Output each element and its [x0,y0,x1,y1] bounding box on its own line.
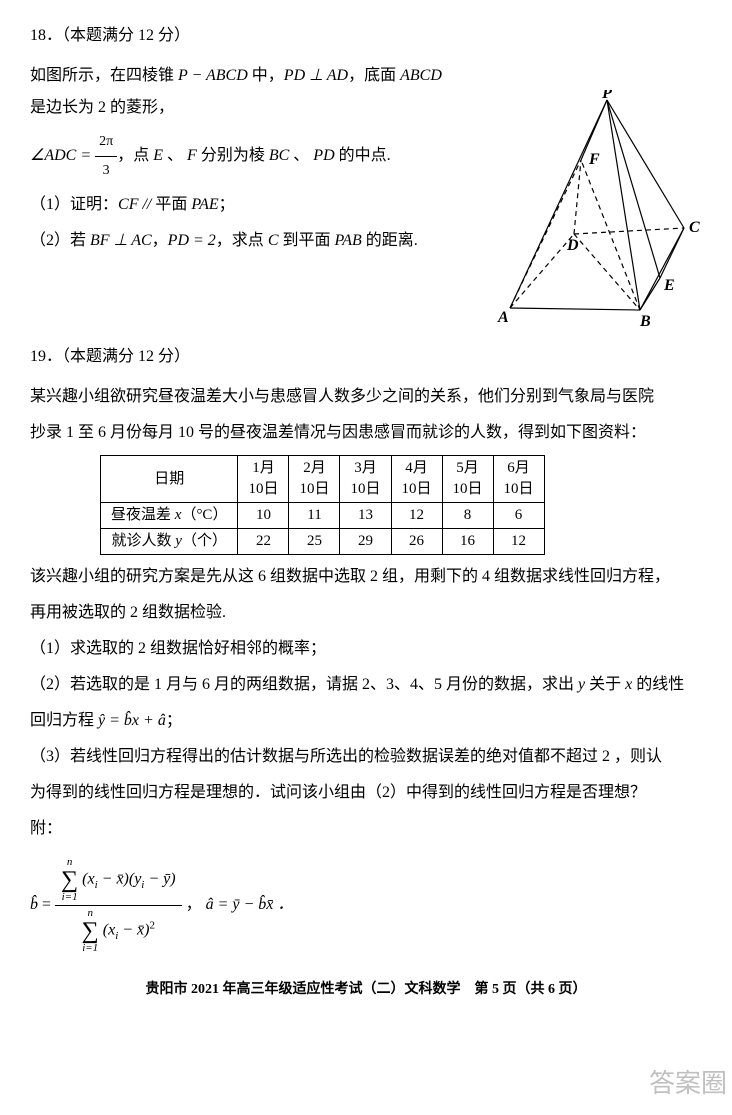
q19-p2-line2: 回归方程 ŷ = b̂x + â； [30,705,702,737]
y5: 16 [442,529,493,555]
q19-attach: 附： [30,813,702,845]
q18-p2b: ， [152,232,168,249]
q18-angle-f: 的中点. [335,147,391,164]
th-m5: 5月10日 [442,456,493,503]
q18-angle-c: 、 [163,147,187,164]
question-18: 18．（本题满分 12 分） [30,20,702,321]
q18-PAB: PAB [335,232,362,249]
q18-angle-d: 分别为棱 [197,147,269,164]
y3: 29 [340,529,391,555]
q19-p1: （1）求选取的 2 组数据恰好相邻的概率； [30,633,702,665]
y6: 12 [493,529,544,555]
svg-text:E: E [663,277,675,294]
x4: 12 [391,503,442,529]
x2: 11 [289,503,340,529]
q18-p2a: （2）若 [30,232,90,249]
q18-l1b: 中， [248,67,284,84]
svg-text:B: B [639,313,651,330]
q18-abcd: ABCD [400,67,442,84]
q18-E: E [153,147,163,164]
q18-F: F [187,147,197,164]
q19-p3b: 为得到的线性回归方程是理想的．试问该小组由（2）中得到的线性回归方程是否理想？ [30,777,702,809]
th-m2: 2月10日 [289,456,340,503]
q18-l1d: 是边长为 2 的菱形， [30,99,174,116]
q19-intro2: 抄录 1 至 6 月份每月 10 号的昼夜温差情况与因患感冒而就诊的人数，得到如… [30,417,702,449]
table-row-x: 昼夜温差 x（°C） 10 11 13 12 8 6 [101,503,545,529]
q18-figure: P F D C E A B [492,90,702,342]
x6: 6 [493,503,544,529]
q18-pabcd: P − ABCD [178,67,248,84]
svg-text:A: A [497,309,509,326]
q19-body1: 该兴趣小组的研究方案是先从这 6 组数据中选取 2 组，用剩下的 4 组数据求线… [30,561,702,593]
q18-PD: PD [313,147,334,164]
y4: 26 [391,529,442,555]
q18-l1a: 如图所示，在四棱锥 [30,67,178,84]
q18-p1c: ； [219,196,235,213]
q19-formula: b̂ = n∑i=1 (xi − x̄)(yi − ȳ) n∑i=1 (xi −… [30,855,702,956]
q18-angle-a: ∠ADC = [30,147,95,164]
q18-CF: CF // [118,196,151,213]
formula-frac: n∑i=1 (xi − x̄)(yi − ȳ) n∑i=1 (xi − x̄)2 [55,855,182,956]
svg-text:P: P [601,90,612,102]
q18-C: C [268,232,279,249]
th-m3: 3月10日 [340,456,391,503]
question-19: 19．（本题满分 12 分） 某兴趣小组欲研究昼夜温差大小与患感冒人数多少之间的… [30,341,702,956]
q18-BFAC: BF ⊥ AC [90,232,152,249]
th-m6: 6月10日 [493,456,544,503]
q19-table: 日期 1月10日 2月10日 3月10日 4月10日 5月10日 6月10日 昼… [100,455,545,555]
th-m1: 1月10日 [238,456,289,503]
q18-BC: BC [269,147,289,164]
x3: 13 [340,503,391,529]
q18-PD2: PD = 2 [168,232,216,249]
x5: 8 [442,503,493,529]
row-y-label: 就诊人数 y（个） [101,529,238,555]
page-footer: 贵阳市 2021 年高三年级适应性考试（二）文科数学 第 5 页（共 6 页） [30,976,702,1004]
table-header-row: 日期 1月10日 2月10日 3月10日 4月10日 5月10日 6月10日 [101,456,545,503]
q18-l1c: ，底面 [348,67,400,84]
q19-heading: 19．（本题满分 12 分） [30,341,702,373]
q18-p1b: 平面 [151,196,191,213]
svg-text:C: C [689,219,700,236]
table-row-y: 就诊人数 y（个） 22 25 29 26 16 12 [101,529,545,555]
q18-p2c: ，求点 [216,232,268,249]
row-x-label: 昼夜温差 x（°C） [101,503,238,529]
th-date: 日期 [101,456,238,503]
q19-body2: 再用被选取的 2 组数据检验. [30,597,702,629]
q18-frac: 2π3 [95,128,117,185]
q19-p3a: （3）若线性回归方程得出的估计数据与所选出的检验数据误差的绝对值都不超过 2 ，… [30,741,702,773]
watermark: 答案圈 [649,1058,727,1110]
th-m4: 4月10日 [391,456,442,503]
q19-p2-line1: （2）若选取的是 1 月与 6 月的两组数据，请据 2、3、4、5 月份的数据，… [30,669,702,701]
q18-PAE: PAE [191,196,218,213]
x1: 10 [238,503,289,529]
y2: 25 [289,529,340,555]
svg-text:F: F [588,151,600,168]
q18-p1a: （1）证明： [30,196,118,213]
y1: 22 [238,529,289,555]
svg-text:D: D [566,237,579,254]
q18-p2e: 的距离. [362,232,418,249]
q18-p2d: 到平面 [278,232,334,249]
q18-angle-e: 、 [289,147,313,164]
q18-angle-b: ，点 [117,147,153,164]
q19-intro1: 某兴趣小组欲研究昼夜温差大小与患感冒人数多少之间的关系，他们分别到气象局与医院 [30,381,702,413]
q18-body: 如图所示，在四棱锥 P − ABCD 中，PD ⊥ AD，底面 ABCD 是边长… [30,60,460,257]
q18-pdad: PD ⊥ AD [284,67,348,84]
q18-heading: 18．（本题满分 12 分） [30,20,702,52]
